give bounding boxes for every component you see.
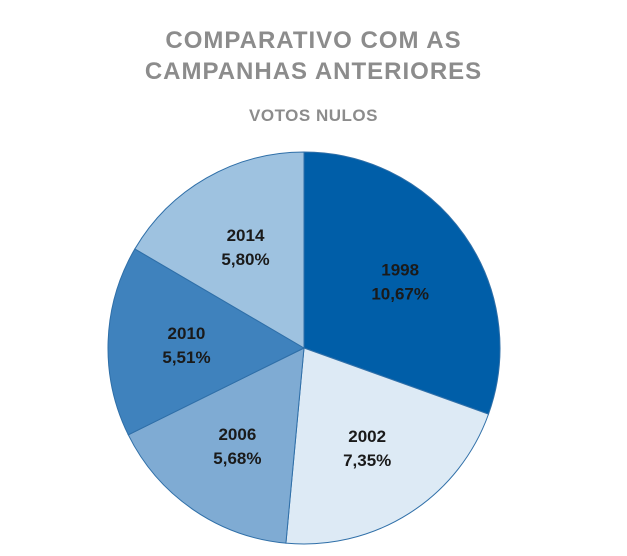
slice-value-label-1998: 10,67% (371, 284, 429, 303)
slice-category-label-2014: 2014 (227, 226, 265, 245)
pie-slice-2006 (127, 347, 305, 544)
pie-slice-1998 (303, 151, 501, 415)
slice-category-label-2010: 2010 (168, 324, 206, 343)
slice-value-label-2006: 5,68% (213, 449, 261, 468)
slice-value-label-2010: 5,51% (162, 348, 210, 367)
chart-title: COMPARATIVO COM AS CAMPANHAS ANTERIORES (0, 25, 627, 87)
pie-labels: 1998 10,67% 2002 7,35% 2006 5,68% 2010 5,51% 201… (162, 226, 429, 470)
slice-category-label-2002: 2002 (348, 427, 386, 446)
slice-value-label-2002: 7,35% (343, 451, 391, 470)
pie-slice-2002 (285, 347, 490, 545)
chart-subtitle: VOTOS NULOS (249, 106, 378, 125)
slice-category-label-2006: 2006 (218, 425, 256, 444)
slice-value-label-2014: 5,80% (221, 250, 269, 269)
slice-category-label-1998: 1998 (381, 260, 419, 279)
pie-slice-2014 (134, 151, 305, 349)
chart-title-line-1: COMPARATIVO COM AS (165, 27, 462, 54)
pie-slice-2010 (107, 248, 306, 436)
chart-title-line-2: CAMPANHAS ANTERIORES (144, 58, 483, 85)
pie-slices (107, 151, 501, 545)
